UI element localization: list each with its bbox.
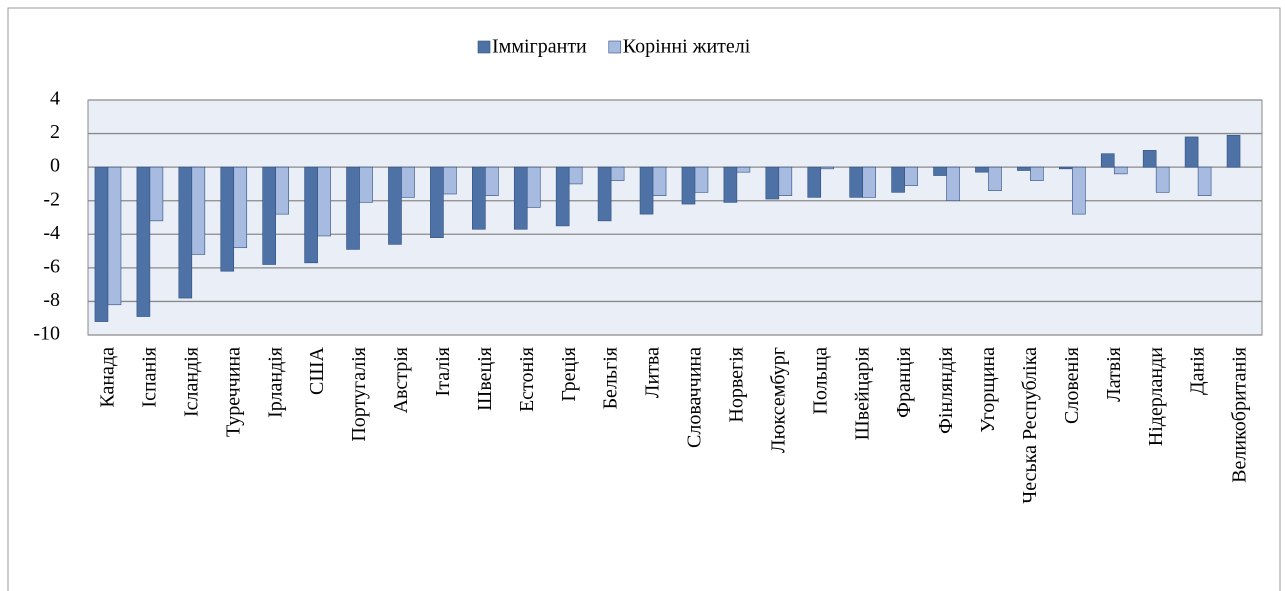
x-tick-label: Великобританія bbox=[1229, 347, 1251, 483]
bar bbox=[1072, 166, 1086, 215]
bar bbox=[178, 166, 193, 299]
x-tick-label: Чеська Республіка bbox=[1019, 347, 1041, 504]
bar bbox=[946, 166, 960, 202]
bar bbox=[1184, 136, 1199, 168]
x-tick-label: Швейцарія bbox=[851, 347, 873, 440]
y-tick-label: 4 bbox=[50, 88, 60, 110]
bar bbox=[862, 166, 876, 198]
legend-label: Іммігранти bbox=[492, 36, 587, 58]
legend-swatch bbox=[608, 40, 622, 54]
bar bbox=[275, 166, 289, 215]
x-tick-label: Литва bbox=[642, 347, 664, 398]
bar bbox=[1197, 166, 1212, 196]
bar bbox=[849, 166, 863, 198]
bar bbox=[681, 166, 696, 205]
bar bbox=[443, 166, 457, 195]
legend-label: Корінні жителі bbox=[623, 36, 751, 58]
x-tick-label: Ісландія bbox=[180, 347, 202, 417]
x-tick-label: Греція bbox=[558, 347, 580, 402]
x-tick-label: Данія bbox=[1187, 347, 1209, 395]
bar bbox=[472, 166, 486, 230]
bar bbox=[485, 166, 499, 196]
bar bbox=[526, 166, 541, 208]
bar bbox=[262, 166, 276, 265]
bar bbox=[1059, 166, 1073, 170]
x-tick-label: Швеція bbox=[474, 347, 496, 411]
bar bbox=[513, 166, 528, 230]
y-tick-label: -10 bbox=[33, 323, 60, 345]
x-tick-label: Австрія bbox=[390, 347, 412, 413]
x-tick-label: Бельгія bbox=[600, 347, 622, 409]
bar bbox=[346, 166, 360, 250]
bar bbox=[1030, 166, 1044, 181]
x-tick-label: Ірландія bbox=[264, 347, 286, 418]
y-tick-label: 2 bbox=[50, 121, 60, 143]
x-tick-label: Польща bbox=[809, 347, 831, 415]
bar bbox=[304, 166, 318, 264]
x-tick-label: Італія bbox=[432, 347, 454, 396]
bar bbox=[988, 166, 1002, 191]
y-tick-label: -2 bbox=[43, 188, 60, 210]
bar bbox=[1100, 153, 1115, 168]
bar bbox=[765, 166, 780, 200]
x-tick-label: Іспанія bbox=[138, 347, 160, 408]
bar bbox=[430, 166, 444, 238]
y-tick-label: 0 bbox=[50, 155, 60, 177]
x-tick-label: Франція bbox=[893, 347, 915, 418]
bar bbox=[149, 166, 164, 222]
bar bbox=[597, 166, 612, 222]
bar bbox=[94, 166, 109, 322]
bar bbox=[891, 166, 905, 193]
x-tick-label: Словаччина bbox=[684, 347, 706, 448]
x-tick-label: Люксембург bbox=[767, 347, 789, 453]
bar bbox=[820, 166, 835, 170]
bar bbox=[736, 166, 751, 173]
bar bbox=[723, 166, 738, 203]
bar bbox=[1226, 134, 1241, 168]
x-tick-label: Нідерланди bbox=[1145, 347, 1167, 447]
bar bbox=[568, 166, 583, 185]
x-tick-label: Португалія bbox=[348, 347, 370, 442]
bar bbox=[401, 166, 415, 198]
bar bbox=[136, 166, 151, 317]
bar bbox=[359, 166, 373, 203]
x-tick-label: Норвегія bbox=[725, 347, 747, 423]
bar bbox=[610, 166, 625, 181]
bar bbox=[317, 166, 331, 237]
bar bbox=[933, 166, 947, 176]
bar bbox=[1155, 166, 1170, 193]
bar bbox=[107, 166, 122, 306]
bar bbox=[652, 166, 667, 196]
bar bbox=[694, 166, 709, 193]
bar bbox=[191, 166, 206, 255]
x-tick-label: Естонія bbox=[516, 347, 538, 412]
y-tick-label: -8 bbox=[43, 289, 60, 311]
x-tick-label: США bbox=[306, 346, 328, 395]
bar bbox=[1113, 166, 1128, 175]
y-tick-label: -6 bbox=[43, 255, 60, 277]
bar bbox=[388, 166, 402, 245]
y-tick-label: -4 bbox=[43, 222, 60, 244]
frame bbox=[7, 7, 1281, 591]
bar bbox=[220, 166, 235, 272]
bar bbox=[233, 166, 248, 249]
x-tick-label: Словенія bbox=[1061, 347, 1083, 424]
bar bbox=[1142, 150, 1157, 168]
bar bbox=[1017, 166, 1031, 171]
bar bbox=[807, 166, 822, 198]
bar bbox=[639, 166, 654, 215]
legend-swatch bbox=[477, 40, 491, 54]
x-tick-label: Угорщина bbox=[977, 347, 999, 433]
bar bbox=[975, 166, 989, 173]
bar bbox=[904, 166, 918, 186]
x-tick-label: Латвія bbox=[1103, 347, 1125, 402]
x-tick-label: Канада bbox=[97, 347, 119, 408]
bar bbox=[778, 166, 793, 196]
x-tick-label: Фінляндія bbox=[935, 347, 957, 434]
x-tick-label: Туреччина bbox=[222, 347, 244, 437]
bar bbox=[555, 166, 570, 227]
